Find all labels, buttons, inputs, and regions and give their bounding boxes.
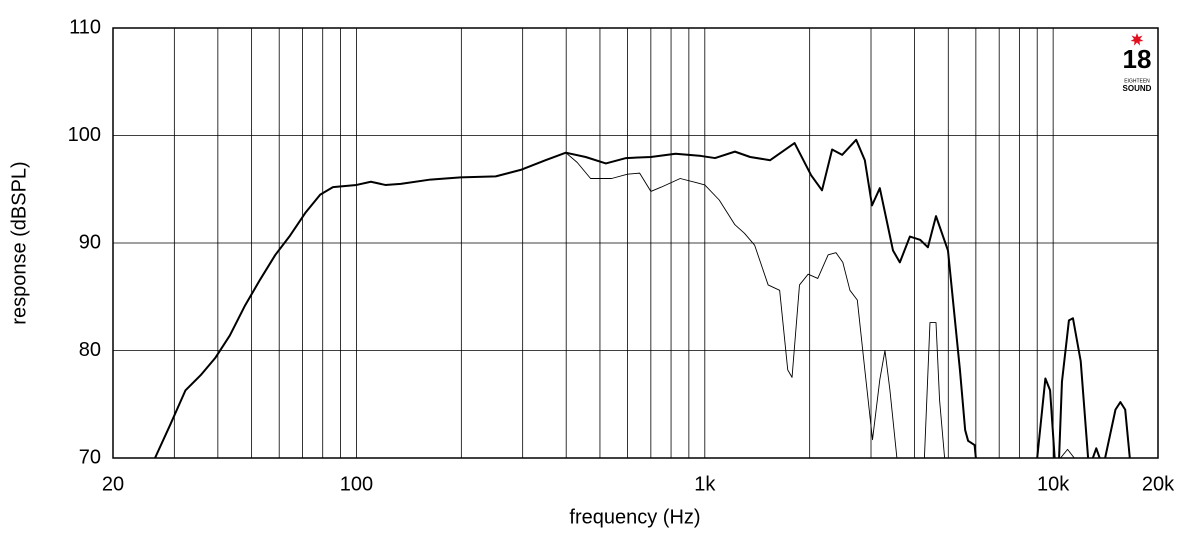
x-tick-label: 1k <box>694 473 716 495</box>
y-tick-label: 90 <box>79 231 101 253</box>
x-tick-label: 100 <box>340 473 373 495</box>
logo-line: SOUND <box>1123 84 1152 93</box>
logo-star <box>1130 33 1144 46</box>
plot-frame <box>112 27 1159 459</box>
y-tick-label: 110 <box>69 16 101 38</box>
y-axis-label: response (dBSPL) <box>8 161 30 324</box>
x-tick-label: 20 <box>102 473 124 495</box>
y-tick-label: 70 <box>79 446 101 468</box>
x-tick-label: 20k <box>1142 473 1175 495</box>
logo: 18 EIGHTEEN SOUND <box>1123 33 1152 93</box>
y-tick-label: 100 <box>68 124 101 146</box>
y-tick-label: 80 <box>79 339 101 361</box>
x-tick-label: 10k <box>1037 473 1070 495</box>
response-line <box>154 138 1131 458</box>
response-line <box>565 152 1075 458</box>
x-axis-label: frequency (Hz) <box>569 506 700 528</box>
logo-line: EIGHTEEN <box>1124 78 1150 84</box>
logo-number: 18 <box>1123 44 1152 74</box>
